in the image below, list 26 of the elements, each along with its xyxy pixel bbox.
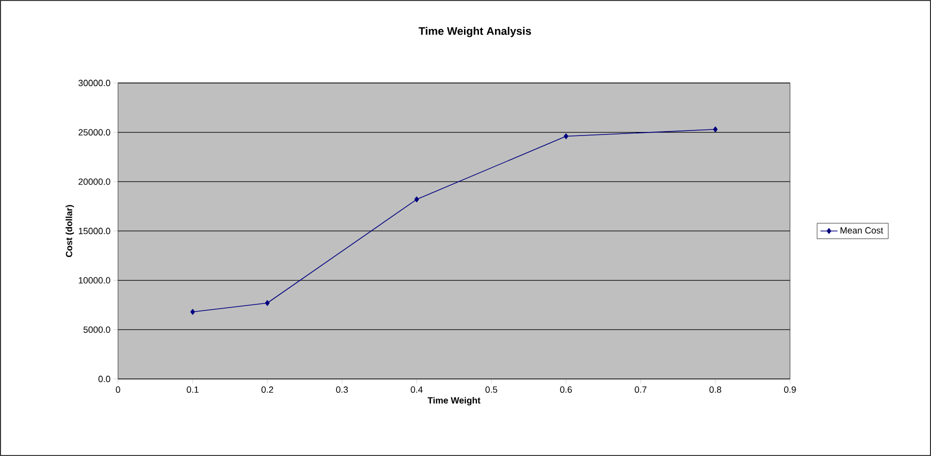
x-tick-label: 0.3 <box>336 386 348 393</box>
point <box>564 133 568 140</box>
y-tick-label: 15000.0 <box>78 228 110 234</box>
y-tick-label: 10000.0 <box>78 277 110 284</box>
point <box>265 300 270 306</box>
point <box>414 196 419 202</box>
y-tick-label: 25000.0 <box>78 129 110 136</box>
x-tick-label: 0.8 <box>709 386 722 393</box>
x-tick-label: 0.1 <box>186 386 198 393</box>
y-tick-label: 0.0 <box>98 376 110 382</box>
legend-label: Mean Cost <box>840 227 884 234</box>
x-axis-title: Time Weight <box>428 396 480 406</box>
x-tick-label: 0.6 <box>560 386 572 393</box>
y-axis-title: Cost (dollar) <box>66 205 74 258</box>
y-tick-label: 5000.0 <box>84 326 110 333</box>
x-tick-label: 0.4 <box>410 386 423 393</box>
y-tick-label: 20000.0 <box>78 178 110 185</box>
x-tick-label: 0 <box>116 386 120 393</box>
point <box>190 308 195 315</box>
x-tick-label: 0.9 <box>784 386 796 393</box>
x-tick-label: 0.7 <box>634 386 646 393</box>
x-tick-label: 0.5 <box>485 386 498 393</box>
x-tick-label: 0.2 <box>261 386 274 393</box>
y-tick-label: 30000.0 <box>78 80 110 86</box>
chart-title: Time Weight Analysis <box>418 26 531 38</box>
point <box>713 126 718 132</box>
